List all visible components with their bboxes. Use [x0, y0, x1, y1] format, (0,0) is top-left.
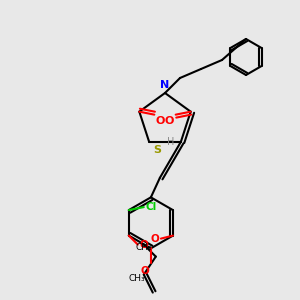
- Text: O: O: [139, 240, 148, 250]
- Text: O: O: [141, 266, 149, 276]
- Text: S: S: [154, 145, 162, 155]
- Text: O: O: [165, 116, 174, 126]
- Text: CH₃: CH₃: [128, 274, 145, 283]
- Text: Cl: Cl: [145, 202, 157, 212]
- Text: O: O: [156, 116, 165, 126]
- Text: O: O: [151, 234, 160, 244]
- Text: H: H: [167, 137, 175, 147]
- Text: N: N: [160, 80, 169, 90]
- Text: CH₃: CH₃: [135, 243, 152, 252]
